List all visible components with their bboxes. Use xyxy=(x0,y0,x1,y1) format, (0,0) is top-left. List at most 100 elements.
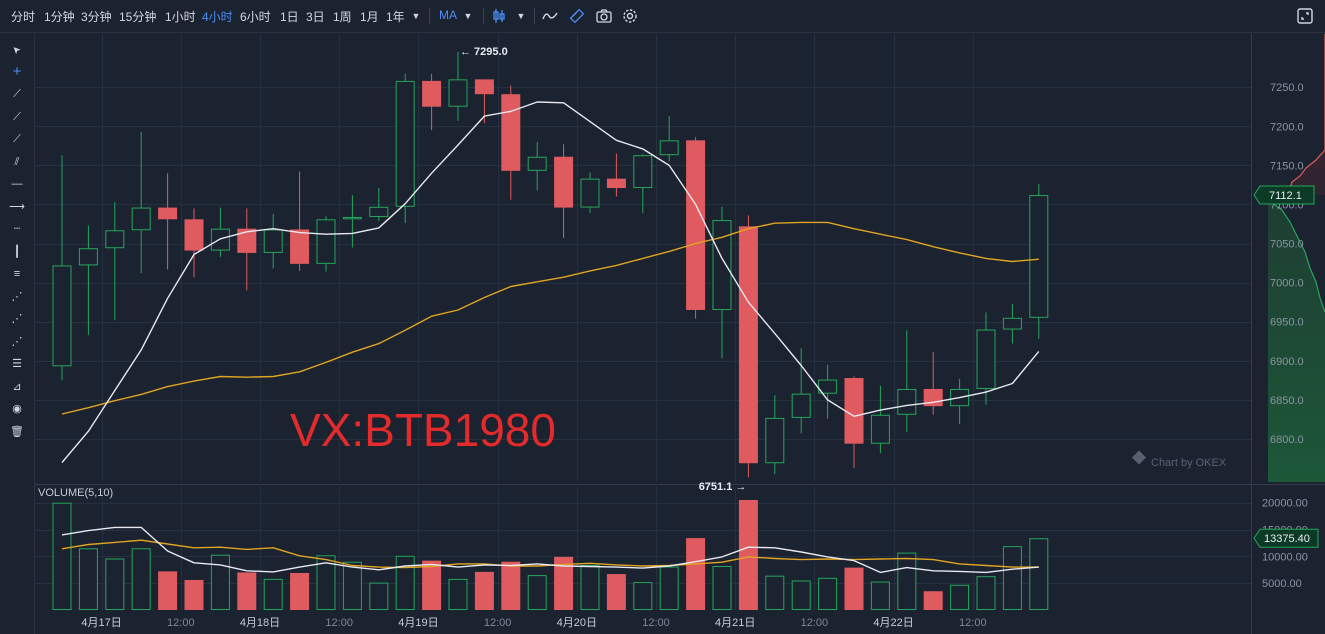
interval-15min[interactable]: 15分钟 xyxy=(119,10,157,24)
candle-body-down xyxy=(158,207,178,220)
camera-icon[interactable] xyxy=(595,7,613,25)
ask-depth-area xyxy=(1290,34,1325,195)
candle xyxy=(1029,184,1049,339)
candle xyxy=(606,153,626,197)
volume-bar-down xyxy=(422,560,442,610)
price-range-icon[interactable]: ≡ xyxy=(13,268,21,280)
fib-retracement-icon[interactable]: ⋰ xyxy=(11,290,23,303)
candle xyxy=(290,171,310,271)
candle xyxy=(78,225,98,336)
volume-bar-down xyxy=(158,571,178,610)
grid xyxy=(35,33,1325,634)
candle xyxy=(738,215,758,478)
candle-type-icon[interactable] xyxy=(490,7,508,25)
time-tick-label: 12:00 xyxy=(167,617,195,629)
candle-body-down xyxy=(738,226,758,464)
volume-bar-down xyxy=(501,561,521,610)
candle xyxy=(765,395,785,475)
time-tick-label: 12:00 xyxy=(484,617,512,629)
volume-bar-up xyxy=(712,566,732,610)
volume-bar-up xyxy=(527,575,547,610)
interval-1w[interactable]: 1周 xyxy=(333,10,352,24)
vertical-line-icon[interactable]: ┃ xyxy=(13,245,21,258)
volume-bar-up xyxy=(633,582,653,610)
candle xyxy=(316,216,336,272)
eye-icon[interactable]: ◉ xyxy=(12,403,22,415)
interval-1m[interactable]: 1月 xyxy=(360,10,379,24)
candle xyxy=(131,131,151,274)
trash-icon[interactable]: 🗑 xyxy=(10,425,24,438)
fib-extension-icon[interactable]: ⋰ xyxy=(11,313,23,325)
candle-body-up xyxy=(369,206,389,217)
candle xyxy=(369,188,389,221)
last-price-label: 7112.1 xyxy=(1269,190,1302,202)
volume-bar-down xyxy=(686,538,706,610)
volume-bar-up xyxy=(78,548,98,610)
horizontal-ray-icon[interactable]: ⟶ xyxy=(9,200,25,213)
interval-6h[interactable]: 6小时 xyxy=(240,10,271,24)
fib-channel-icon[interactable]: ☰ xyxy=(12,358,22,370)
chevron-down-icon[interactable]: ▼ xyxy=(516,11,526,21)
candle-body-down xyxy=(237,228,257,253)
volume-bar-up xyxy=(1029,538,1049,610)
price-tick-label: 7200.0 xyxy=(1270,121,1304,133)
gann-fan-icon[interactable]: ⊿ xyxy=(12,380,22,393)
indicator-ma[interactable]: MA xyxy=(439,8,457,22)
time-tick-label: 4月21日 xyxy=(715,617,755,629)
drawing-icon[interactable] xyxy=(568,7,586,25)
candle-body-up xyxy=(976,329,996,389)
parallel-channel-icon[interactable]: ⫽ xyxy=(14,155,20,168)
line-icon[interactable] xyxy=(541,7,559,25)
volume-bar-up xyxy=(263,578,283,611)
candle-body-up xyxy=(342,216,362,220)
candle-body-up xyxy=(316,219,336,264)
price-tick-label: 6950.0 xyxy=(1270,317,1304,329)
extended-line-icon[interactable]: ⟋ xyxy=(13,133,21,145)
volume-bar-up xyxy=(448,578,468,611)
candle-body-up xyxy=(765,417,785,464)
ma-long-line xyxy=(61,221,1039,415)
candle-body-up xyxy=(659,140,679,156)
interval-1d[interactable]: 1日 xyxy=(280,10,299,24)
interval-1min[interactable]: 1分钟 xyxy=(44,10,75,24)
candle xyxy=(210,207,230,257)
candle xyxy=(791,348,811,434)
candle-body-up xyxy=(527,156,547,171)
crosshair-icon[interactable]: + xyxy=(12,62,22,80)
time-tick-label: 4月19日 xyxy=(398,617,438,629)
candle-body-up xyxy=(263,229,283,253)
toolbar-divider xyxy=(483,8,484,24)
volume-bar-up xyxy=(395,555,415,610)
candle-body-up xyxy=(1002,317,1022,330)
candle-body-up xyxy=(580,178,600,208)
volume-bar-down xyxy=(554,556,574,610)
volume-bar-up xyxy=(897,552,917,611)
interval-1y[interactable]: 1年 xyxy=(386,10,405,24)
interval-1h[interactable]: 1小时 xyxy=(165,10,196,24)
candle xyxy=(554,144,574,239)
fullscreen-icon[interactable] xyxy=(1296,7,1314,25)
interval-3d[interactable]: 3日 xyxy=(306,10,325,24)
candle-body-down xyxy=(290,229,310,264)
candle-body-up xyxy=(448,79,468,107)
candle-body-up xyxy=(897,388,917,415)
candle xyxy=(844,376,864,468)
trendline-icon[interactable]: ⟋ xyxy=(13,88,21,100)
chevron-down-icon[interactable]: ▼ xyxy=(463,11,473,21)
candle-body-up xyxy=(395,80,415,207)
last-price-tag-bg xyxy=(1253,185,1315,205)
chevron-down-icon[interactable]: ▼ xyxy=(411,11,421,21)
bid-depth-line xyxy=(1267,199,1325,313)
volume-bar-up xyxy=(210,554,230,610)
horizontal-line-icon[interactable]: — xyxy=(11,178,23,190)
ray-icon[interactable]: ⟋ xyxy=(13,110,21,123)
gear-icon[interactable] xyxy=(621,7,639,25)
interval-4h[interactable]: 4小时 xyxy=(202,10,233,24)
interval-fenshi[interactable]: 分时 xyxy=(11,10,36,24)
interval-3min[interactable]: 3分钟 xyxy=(81,10,112,24)
last-volume-tag: 13375.40 xyxy=(1253,528,1319,548)
fib-fan-icon[interactable]: ⋰ xyxy=(11,335,23,348)
horizontal-segment-icon[interactable]: ┄ xyxy=(13,223,21,235)
volume-tick-label: 20000.00 xyxy=(1262,498,1308,510)
